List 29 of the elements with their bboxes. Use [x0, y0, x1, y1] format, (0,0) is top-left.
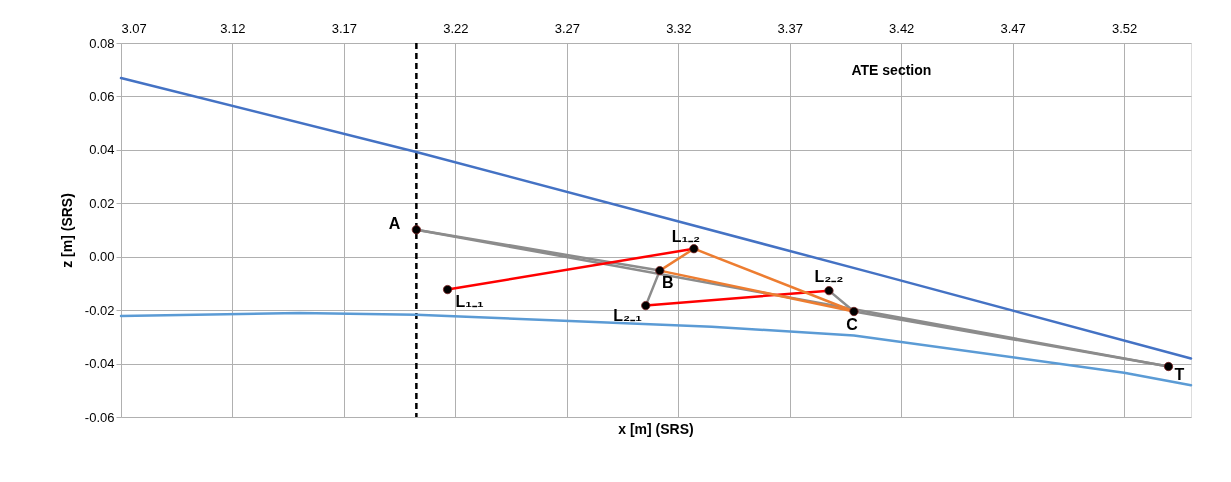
x-tick-label: 3.27	[554, 20, 580, 36]
y-tick-label: -0.06	[84, 409, 115, 425]
y-tick-label: 0.00	[89, 249, 115, 265]
y-tick-label: 0.06	[89, 88, 115, 104]
x-axis-title: x [m] (SRS)	[618, 421, 694, 437]
x-tick-label: 3.52	[1111, 20, 1138, 36]
annotation: ATE section	[851, 62, 932, 78]
x-tick-label: 3.37	[777, 20, 803, 36]
x-tick-label: 3.12	[220, 20, 246, 36]
x-tick-label: 3.22	[443, 20, 469, 36]
y-tick-label: 0.04	[89, 142, 115, 158]
y-tick-label: -0.02	[84, 302, 115, 318]
annotation: B	[662, 273, 674, 291]
y-tick-label: 0.08	[89, 35, 115, 51]
y-tick-label: 0.02	[89, 195, 115, 211]
annotation: L₂₋₂	[814, 267, 844, 285]
y-tick-label: -0.04	[84, 356, 115, 372]
annotation: L₁₋₂	[671, 227, 701, 245]
annotation: C	[846, 316, 859, 334]
annotation: L₂₋₁	[613, 306, 643, 324]
x-tick-label: 3.32	[666, 20, 692, 36]
x-tick-label: 3.42	[889, 20, 915, 36]
x-tick-label: 3.17	[331, 20, 358, 36]
y-axis-title: z [m] (SRS)	[58, 193, 75, 268]
annotation: A	[388, 214, 401, 232]
x-tick-label: 3.07	[121, 20, 147, 36]
annotation: L₁₋₁	[455, 292, 484, 310]
annotation: T	[1174, 365, 1185, 383]
x-tick-label: 3.47	[1000, 20, 1026, 36]
